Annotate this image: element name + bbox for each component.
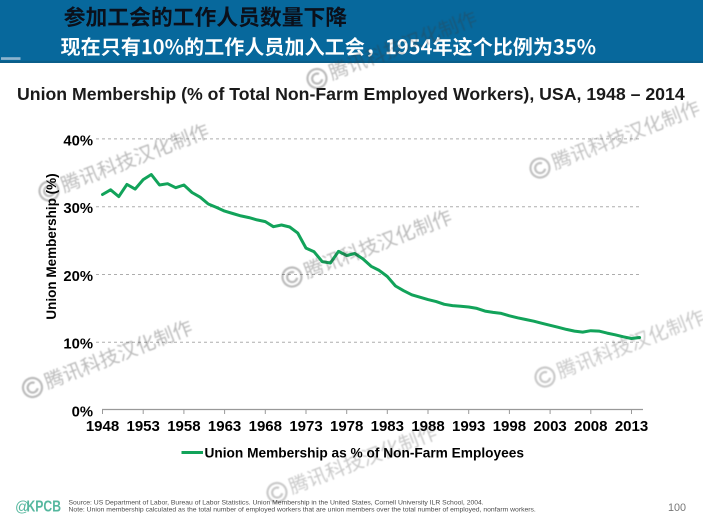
svg-text:2013: 2013 (615, 418, 648, 435)
svg-text:1998: 1998 (493, 418, 526, 435)
svg-text:Union Membership as % of Non-F: Union Membership as % of Non-Farm Employ… (205, 446, 525, 461)
svg-text:1993: 1993 (452, 418, 485, 435)
svg-text:KPCB: KPCB (27, 499, 62, 516)
svg-text:1953: 1953 (127, 418, 160, 435)
svg-text:@: @ (15, 500, 30, 516)
svg-text:1968: 1968 (249, 418, 282, 435)
svg-text:1958: 1958 (167, 418, 200, 435)
svg-text:10%: 10% (63, 337, 93, 353)
svg-text:100: 100 (668, 502, 686, 514)
svg-text:1978: 1978 (330, 418, 363, 435)
svg-text:1983: 1983 (371, 418, 404, 435)
svg-text:Union Membership (% of Total N: Union Membership (% of Total Non-Farm Em… (17, 84, 685, 104)
svg-text:30%: 30% (63, 201, 93, 217)
svg-text:Union Membership (%): Union Membership (%) (44, 173, 59, 319)
svg-text:20%: 20% (63, 269, 93, 285)
svg-text:2003: 2003 (533, 418, 566, 435)
svg-text:0%: 0% (72, 405, 93, 421)
svg-text:2008: 2008 (574, 418, 607, 435)
svg-text:1948: 1948 (86, 418, 119, 435)
svg-text:1973: 1973 (289, 418, 322, 435)
svg-text:1963: 1963 (208, 418, 241, 435)
svg-text:Note: Union membership calcula: Note: Union membership calculated as the… (69, 507, 536, 514)
svg-text:40%: 40% (63, 133, 93, 149)
